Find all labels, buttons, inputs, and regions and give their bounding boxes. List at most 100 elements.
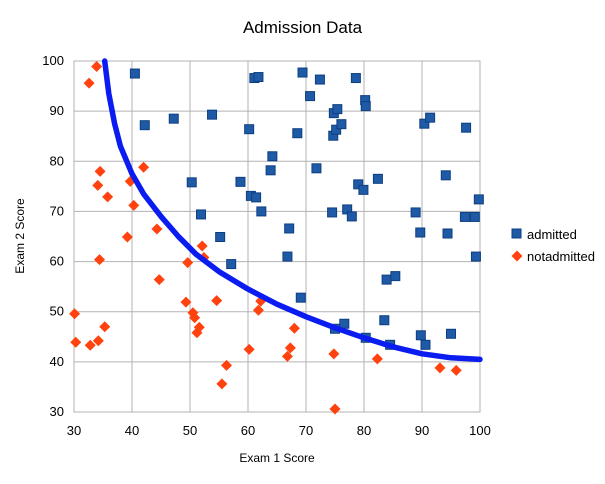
admitted-point xyxy=(311,163,322,174)
notadmitted-point xyxy=(138,161,150,173)
admitted-point xyxy=(251,192,262,203)
admitted-point xyxy=(353,179,364,190)
admitted-point xyxy=(442,228,453,239)
admitted-point xyxy=(256,206,267,217)
notadmitted-point xyxy=(288,322,300,334)
tick-labels: 30 40 50 60 70 80 90 100 30 40 50 60 70 80 90 100 xyxy=(42,53,491,438)
boundary-curve xyxy=(101,58,483,363)
admitted-point xyxy=(446,328,456,339)
x-tick-label: 100 xyxy=(469,423,491,438)
admitted-point xyxy=(196,209,207,220)
notadmitted-point xyxy=(128,199,140,211)
admitted-point xyxy=(440,170,451,181)
notadmitted-point xyxy=(328,348,340,360)
admitted-point xyxy=(419,118,430,129)
y-tick-label: 30 xyxy=(50,404,64,419)
admitted-point xyxy=(267,151,278,162)
notadmitted-point xyxy=(189,312,201,324)
y-axis-title: Exam 2 Score xyxy=(13,198,27,274)
admitted-point xyxy=(295,292,306,303)
notadmitted-point xyxy=(196,240,208,252)
notadmitted-point xyxy=(84,339,96,351)
x-axis-title: Exam 1 Score xyxy=(239,451,315,465)
notadmitted-point xyxy=(99,321,111,333)
admitted-point xyxy=(305,91,316,102)
plot-frame xyxy=(73,60,481,413)
admitted-point xyxy=(331,124,342,135)
admitted-point xyxy=(360,101,371,112)
admitted-point xyxy=(415,227,426,238)
admitted-point xyxy=(284,223,295,234)
notadmitted-point xyxy=(94,254,106,266)
admitted-point xyxy=(470,251,481,262)
admitted-point xyxy=(461,122,472,133)
notadmitted-point xyxy=(91,61,103,73)
admitted-point xyxy=(390,271,401,282)
plot-border xyxy=(73,60,481,413)
y-tick-label: 60 xyxy=(50,254,64,269)
admitted-point xyxy=(346,211,357,222)
admitted-point xyxy=(339,318,350,329)
notadmitted-point xyxy=(434,362,446,374)
notadmitted-point xyxy=(92,179,104,191)
legend-item-notadmitted: notadmitted xyxy=(510,245,595,267)
legend-diamond-marker xyxy=(511,250,523,262)
admitted-point xyxy=(372,173,383,184)
x-tick-label: 50 xyxy=(183,423,197,438)
admitted-point xyxy=(420,339,431,350)
notadmitted-point xyxy=(121,231,133,243)
notadmitted-point xyxy=(83,77,95,89)
y-tick-label: 40 xyxy=(50,354,64,369)
notadmitted-point xyxy=(193,321,205,333)
legend: admitted notadmitted xyxy=(510,223,595,267)
admitted-point xyxy=(350,73,361,84)
admitted-point xyxy=(235,176,246,187)
admitted-point xyxy=(297,67,308,78)
admitted-point xyxy=(459,211,470,222)
x-tick-label: 70 xyxy=(299,423,313,438)
notadmitted-point xyxy=(69,308,81,320)
admitted-point xyxy=(186,177,197,188)
x-tick-label: 40 xyxy=(125,423,139,438)
admitted-point xyxy=(207,109,218,120)
notadmitted-point xyxy=(284,342,296,354)
admitted-point xyxy=(282,251,293,262)
y-tick-label: 100 xyxy=(42,53,64,68)
legend-item-admitted: admitted xyxy=(510,223,595,245)
y-tick-label: 50 xyxy=(50,304,64,319)
notadmitted-point xyxy=(329,403,341,415)
admitted-point xyxy=(253,72,264,83)
admitted-point xyxy=(139,120,150,131)
admitted-point xyxy=(336,119,347,130)
admitted-point xyxy=(332,104,343,115)
admitted-point xyxy=(469,211,480,222)
admitted-point xyxy=(244,124,255,135)
x-tick-label: 80 xyxy=(357,423,371,438)
notadmitted-point xyxy=(221,359,233,371)
admitted-point xyxy=(292,128,303,139)
notadmitted-point xyxy=(216,378,228,390)
notadmitted-point xyxy=(151,223,163,235)
admitted-point xyxy=(226,259,237,270)
admitted-point xyxy=(314,74,325,85)
y-tick-label: 90 xyxy=(50,103,64,118)
notadmitted-point xyxy=(180,296,192,308)
chart-title: Admission Data xyxy=(242,18,363,37)
admitted-point xyxy=(129,68,140,79)
x-tick-label: 60 xyxy=(241,423,255,438)
legend-label-admitted: admitted xyxy=(527,226,577,242)
admitted-point xyxy=(168,113,179,124)
x-tick-label: 30 xyxy=(67,423,81,438)
y-tick-label: 80 xyxy=(50,153,64,168)
admitted-point xyxy=(215,232,226,243)
legend-square-marker xyxy=(511,228,522,239)
notadmitted-point xyxy=(281,350,293,362)
x-tick-label: 90 xyxy=(415,423,429,438)
admitted-point xyxy=(265,165,276,176)
notadmitted-point xyxy=(450,364,462,376)
admitted-point xyxy=(425,112,436,123)
notadmitted-point xyxy=(70,336,82,348)
legend-label-notadmitted: notadmitted xyxy=(527,248,595,264)
decision-boundary xyxy=(101,58,483,363)
